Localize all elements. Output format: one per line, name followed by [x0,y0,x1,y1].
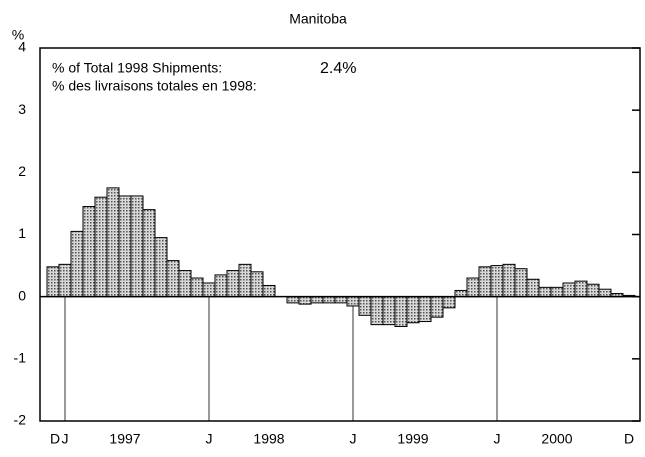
bar [202,282,216,298]
bar [82,206,96,298]
bar [466,277,480,298]
x-tick-label: J [62,431,69,447]
bar [562,282,576,298]
y-tick-label: 4 [18,39,26,55]
annotation: % des livraisons totales en 1998: [52,78,257,94]
y-tick-label: -1 [14,350,27,366]
bar [478,266,492,298]
year-label: 1998 [253,431,284,447]
y-tick-label: 1 [18,225,26,241]
bar [58,263,72,298]
bar [166,260,180,298]
year-label: 1999 [397,431,428,447]
bar [46,266,60,298]
bar [370,296,384,326]
bar [442,296,456,309]
y-tick-label: 3 [18,101,26,117]
y-tick-label: -2 [14,412,27,428]
chart-title: Manitoba [289,11,347,27]
x-tick-label: J [206,431,213,447]
x-tick-label: D [624,431,634,447]
bar [262,284,276,298]
bar [94,196,108,298]
bar [286,296,300,304]
bar [538,286,552,298]
bar [574,280,588,298]
bar [298,296,312,305]
bar [154,237,168,298]
bar [526,278,540,298]
bar [550,286,564,298]
bar [130,195,144,298]
x-tick-label: J [350,431,357,447]
bar [310,296,324,304]
bar [190,277,204,298]
bar [454,289,468,298]
bar [406,296,420,324]
bar [334,296,348,304]
bar [118,195,132,298]
y-axis-label: % [12,27,24,43]
y-tick-label: 0 [18,287,26,303]
bar [214,274,228,298]
bar [238,263,252,298]
y-tick-label: 2 [18,163,26,179]
bar [226,270,240,298]
bar [142,209,156,298]
bar [106,187,120,298]
x-tick-label: D [50,431,60,447]
bar [250,271,264,298]
bar [382,296,396,326]
bar [322,296,336,304]
bar [178,270,192,298]
bar [418,296,432,323]
bar [514,268,528,298]
year-label: 1997 [109,431,140,447]
bar [490,265,504,298]
year-label: 2000 [541,431,572,447]
x-tick-label: J [494,431,501,447]
bar [70,230,84,298]
bar [598,288,612,298]
annotation: % of Total 1998 Shipments: [52,60,222,76]
bar [346,296,360,307]
bar [430,296,444,318]
bar [502,263,516,298]
annotation: 2.4% [320,60,356,77]
bar [586,283,600,298]
bar [358,296,372,316]
bar [394,296,408,328]
